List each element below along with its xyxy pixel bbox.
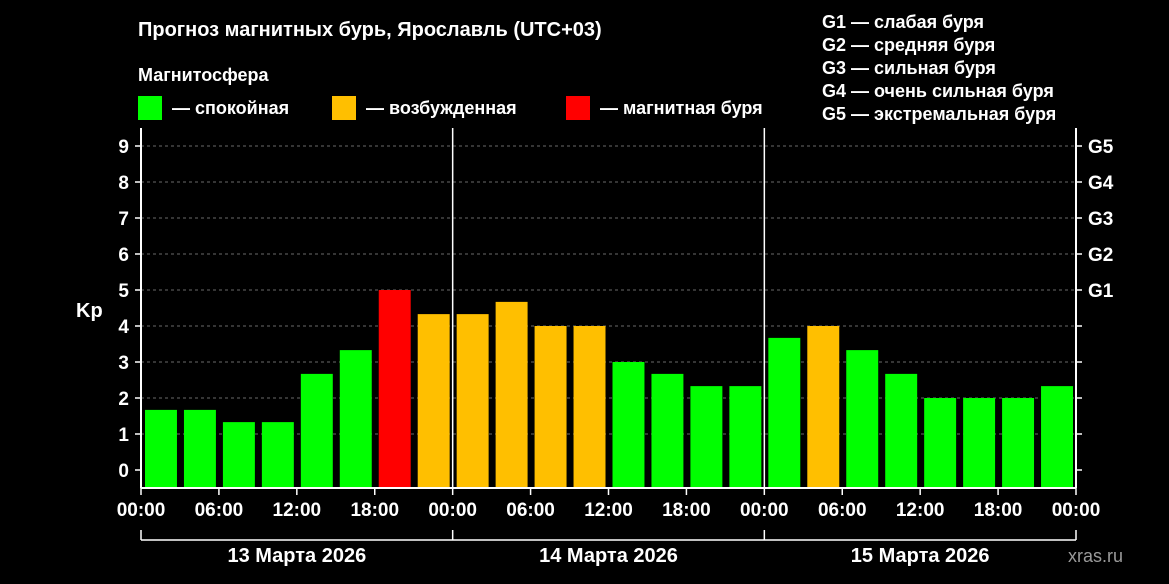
legend-title: Магнитосфера [138, 65, 270, 85]
x-tick-label: 12:00 [584, 500, 633, 521]
kp-bar [612, 362, 645, 488]
y-axis-label: Kp [76, 300, 103, 322]
y-tick-label: 7 [118, 209, 129, 230]
y-tick-label: 9 [118, 137, 129, 158]
kp-bar [1041, 386, 1073, 488]
y-tick-label: 4 [118, 317, 129, 338]
kp-bar [651, 373, 684, 488]
x-tick-label: 00:00 [117, 500, 166, 521]
storm-scale-g1: G1 — слабая буря [822, 12, 984, 32]
kp-bar [183, 409, 216, 488]
x-tick-label: 18:00 [662, 500, 711, 521]
storm-scale-g4: G4 — очень сильная буря [822, 81, 1054, 101]
g-level-label: G3 [1088, 209, 1113, 230]
g-level-label: G4 [1088, 173, 1114, 194]
g-level-label: G1 [1088, 281, 1114, 302]
y-tick-label: 0 [118, 461, 129, 482]
kp-bar [222, 422, 255, 488]
kp-bar [378, 290, 411, 488]
kp-bar [1002, 398, 1035, 488]
x-tick-label: 00:00 [740, 500, 789, 521]
y-tick-label: 5 [118, 281, 129, 302]
legend-swatch-active [332, 96, 356, 120]
plot-area: 0 1 2 3 4 5 6 7 8 9 G1 G2 G3 G4 G5 00:00 06:00 12:00 18:00… [117, 128, 1114, 567]
x-tick-label: 06:00 [195, 500, 244, 521]
x-tick-label: 12:00 [896, 500, 945, 521]
kp-bar [690, 386, 723, 488]
kp-bar [339, 350, 372, 488]
storm-scale-g3: G3 — сильная буря [822, 58, 996, 78]
kp-bar [885, 373, 918, 488]
y-tick-label: 3 [118, 353, 129, 374]
kp-bar [261, 422, 294, 488]
kp-bar [573, 326, 606, 488]
legend-label-quiet: — спокойная [172, 98, 289, 118]
y-tick-label: 1 [118, 425, 129, 446]
x-tick-label: 18:00 [350, 500, 399, 521]
y-tick-label: 6 [118, 245, 129, 266]
kp-bar [145, 409, 177, 488]
kp-bar [768, 337, 801, 488]
legend-swatch-storm [566, 96, 590, 120]
kp-bar [924, 398, 957, 488]
storm-scale-g5: G5 — экстремальная буря [822, 104, 1056, 124]
g-level-label: G2 [1088, 245, 1113, 266]
kp-bar [495, 301, 528, 488]
chart-title: Прогноз магнитных бурь, Ярославль (UTC+0… [138, 19, 602, 41]
legend-label-storm: — магнитная буря [600, 98, 763, 118]
legend-swatch-quiet [138, 96, 162, 120]
day-label: 14 Марта 2026 [539, 545, 678, 567]
legend-label-active: — возбужденная [366, 98, 517, 118]
kp-bar [963, 398, 996, 488]
x-tick-label: 00:00 [1052, 500, 1101, 521]
x-tick-label: 18:00 [974, 500, 1023, 521]
kp-bar [534, 326, 567, 488]
x-tick-label: 06:00 [818, 500, 867, 521]
day-label: 13 Марта 2026 [227, 545, 366, 567]
x-tick-label: 12:00 [273, 500, 322, 521]
x-tick-label: 00:00 [428, 500, 477, 521]
kp-bar [456, 314, 489, 488]
kp-bar [300, 373, 333, 488]
g-level-label: G5 [1088, 137, 1114, 158]
kp-bar [846, 350, 879, 488]
y-tick-label: 2 [118, 389, 129, 410]
kp-bar [807, 326, 840, 488]
storm-scale-legend: G1 — слабая буря G2 — средняя буря G3 — … [822, 12, 1056, 124]
kp-bar [417, 314, 450, 488]
y-tick-label: 8 [118, 173, 129, 194]
legend: — спокойная — возбужденная — магнитная б… [138, 96, 763, 120]
storm-scale-g2: G2 — средняя буря [822, 35, 995, 55]
day-label: 15 Марта 2026 [851, 545, 990, 567]
x-tick-label: 06:00 [506, 500, 555, 521]
watermark: xras.ru [1068, 546, 1123, 566]
kp-bar [729, 386, 762, 488]
